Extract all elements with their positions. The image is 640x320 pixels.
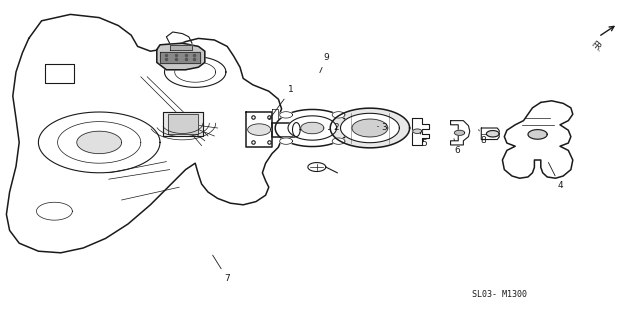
Polygon shape — [272, 123, 296, 137]
Polygon shape — [58, 122, 141, 163]
Polygon shape — [528, 130, 547, 139]
Polygon shape — [160, 52, 200, 63]
Text: SL03- M1300: SL03- M1300 — [472, 290, 527, 299]
Polygon shape — [164, 57, 226, 87]
Text: 8: 8 — [479, 130, 486, 145]
Text: 2: 2 — [328, 124, 339, 132]
Polygon shape — [275, 109, 349, 147]
Polygon shape — [38, 112, 160, 173]
Text: 9: 9 — [320, 53, 329, 73]
Polygon shape — [301, 122, 324, 134]
Polygon shape — [502, 101, 573, 178]
Polygon shape — [280, 138, 292, 144]
Text: FR.: FR. — [589, 40, 604, 54]
Text: 7: 7 — [212, 255, 230, 283]
Polygon shape — [163, 112, 203, 136]
Polygon shape — [332, 112, 345, 118]
Polygon shape — [340, 113, 399, 143]
Polygon shape — [308, 163, 326, 172]
Text: 6: 6 — [454, 139, 460, 155]
Polygon shape — [352, 119, 388, 137]
Polygon shape — [272, 109, 278, 123]
Text: 4: 4 — [548, 163, 563, 190]
Polygon shape — [481, 128, 499, 140]
Polygon shape — [412, 118, 429, 145]
Text: 5: 5 — [420, 132, 427, 148]
Polygon shape — [486, 131, 499, 137]
Polygon shape — [157, 43, 205, 70]
Polygon shape — [280, 112, 292, 118]
Polygon shape — [246, 112, 272, 147]
Polygon shape — [413, 129, 422, 133]
Polygon shape — [170, 45, 192, 50]
Polygon shape — [6, 14, 282, 253]
Polygon shape — [454, 130, 465, 135]
Polygon shape — [36, 202, 72, 220]
Polygon shape — [77, 131, 122, 154]
Polygon shape — [330, 108, 410, 148]
Polygon shape — [175, 62, 216, 82]
Polygon shape — [451, 121, 470, 145]
Text: 3: 3 — [378, 124, 387, 132]
Polygon shape — [248, 124, 271, 135]
Polygon shape — [168, 114, 198, 134]
Text: 1: 1 — [269, 85, 294, 119]
Polygon shape — [45, 64, 74, 83]
Polygon shape — [292, 123, 300, 137]
Polygon shape — [288, 116, 337, 140]
Polygon shape — [332, 138, 345, 144]
